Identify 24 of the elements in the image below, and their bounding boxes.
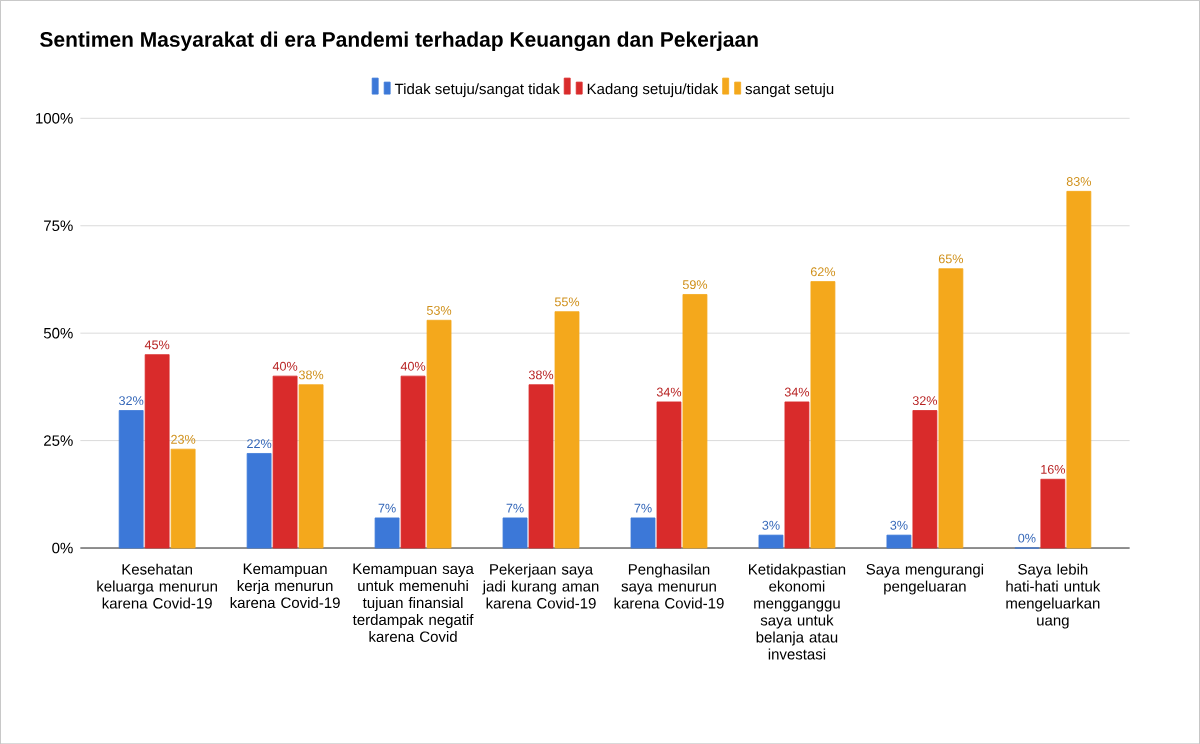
bar bbox=[656, 401, 682, 549]
bar bbox=[630, 517, 656, 549]
bar bbox=[912, 409, 938, 549]
bar bbox=[1040, 478, 1066, 549]
bar bbox=[528, 384, 554, 549]
bar bbox=[886, 534, 912, 549]
bar bbox=[144, 354, 170, 549]
bar bbox=[400, 375, 426, 549]
bar bbox=[502, 517, 528, 549]
bar bbox=[246, 452, 272, 549]
chart-title: Sentimen Masyarakat di era Pandemi terhadap Keuangan dan Pekerjaan bbox=[40, 31, 758, 51]
bar bbox=[554, 311, 580, 549]
bar bbox=[298, 384, 324, 549]
bar bbox=[426, 319, 452, 549]
bar bbox=[374, 517, 400, 549]
bar bbox=[170, 448, 196, 549]
bar bbox=[810, 281, 836, 549]
bar bbox=[272, 375, 298, 549]
bar bbox=[938, 268, 964, 549]
bar bbox=[118, 409, 144, 549]
bar bbox=[1066, 190, 1092, 549]
bar bbox=[784, 401, 810, 549]
bar bbox=[758, 534, 784, 549]
bar bbox=[682, 293, 708, 549]
